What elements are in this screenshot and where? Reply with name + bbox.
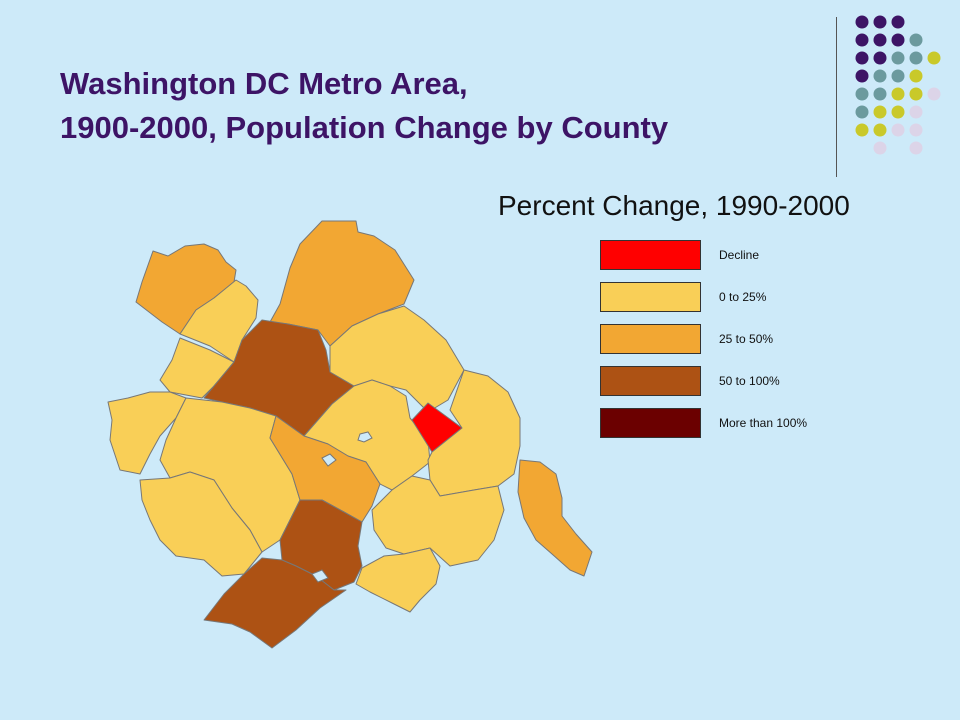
decorative-dot bbox=[873, 141, 887, 155]
legend-item-50-100: 50 to 100% bbox=[600, 366, 900, 398]
decorative-dot bbox=[873, 51, 887, 65]
legend-label: 50 to 100% bbox=[719, 374, 780, 388]
decorative-dot bbox=[927, 51, 941, 65]
legend-swatch bbox=[600, 282, 701, 312]
decorative-dot bbox=[909, 141, 923, 155]
decorative-dot bbox=[891, 105, 905, 119]
county-east-strip[interactable] bbox=[517, 459, 593, 577]
reservoir-marker bbox=[321, 453, 337, 467]
county-southeast-small[interactable] bbox=[355, 547, 441, 613]
legend-label: 0 to 25% bbox=[719, 290, 767, 304]
decorative-dot bbox=[873, 69, 887, 83]
decorative-dot bbox=[891, 123, 905, 137]
legend-swatch bbox=[600, 366, 701, 396]
legend-label: Decline bbox=[719, 248, 760, 262]
legend-swatch bbox=[600, 324, 701, 354]
decorative-dot-grid bbox=[855, 15, 941, 155]
decorative-dot bbox=[891, 87, 905, 101]
decorative-dot bbox=[873, 15, 887, 29]
legend-item-0-25: 0 to 25% bbox=[600, 282, 900, 314]
reservoir-marker bbox=[357, 431, 373, 443]
decorative-dot bbox=[891, 33, 905, 47]
decorative-dot bbox=[855, 33, 869, 47]
decorative-dot bbox=[855, 87, 869, 101]
county-center-south[interactable] bbox=[269, 415, 381, 523]
decorative-dot bbox=[891, 51, 905, 65]
county-southeast[interactable] bbox=[371, 475, 505, 567]
decorative-dot bbox=[855, 105, 869, 119]
slide-title-line-1: Washington DC Metro Area, bbox=[60, 66, 468, 101]
decorative-dot bbox=[909, 33, 923, 47]
reservoir-marker bbox=[311, 569, 329, 583]
decorative-dot bbox=[891, 15, 905, 29]
decorative-dot bbox=[873, 33, 887, 47]
decorative-dot bbox=[927, 87, 941, 101]
decorative-dot bbox=[909, 69, 923, 83]
decorative-dot bbox=[909, 87, 923, 101]
legend-label: More than 100% bbox=[719, 416, 808, 430]
decorative-dot bbox=[873, 105, 887, 119]
county-south-growth[interactable] bbox=[279, 499, 363, 591]
decorative-dot bbox=[909, 105, 923, 119]
decorative-dot bbox=[855, 15, 869, 29]
legend-item-100-plus: More than 100% bbox=[600, 408, 900, 440]
slide-title-line-2: 1900-2000, Population Change by County bbox=[60, 110, 669, 145]
legend-item-25-50: 25 to 50% bbox=[600, 324, 900, 356]
county-west-small[interactable] bbox=[107, 391, 187, 475]
decorative-dot bbox=[855, 123, 869, 137]
legend-swatch bbox=[600, 408, 701, 438]
slide-title: Washington DC Metro Area, 1900-2000, Pop… bbox=[60, 62, 780, 150]
decorative-dot bbox=[909, 51, 923, 65]
decorative-dot bbox=[873, 87, 887, 101]
decorative-dot bbox=[891, 69, 905, 83]
county-far-south[interactable] bbox=[203, 557, 347, 649]
legend-item-decline: Decline bbox=[600, 240, 900, 272]
map-subtitle: Percent Change, 1990-2000 bbox=[498, 190, 850, 221]
legend-label: 25 to 50% bbox=[719, 332, 774, 346]
decorative-dot bbox=[873, 123, 887, 137]
decorative-dot bbox=[855, 69, 869, 83]
decorative-dot bbox=[855, 51, 869, 65]
county-west-mid[interactable] bbox=[159, 337, 235, 399]
decorative-divider-line bbox=[836, 17, 837, 177]
legend-swatch bbox=[600, 240, 701, 270]
decorative-dot bbox=[909, 123, 923, 137]
